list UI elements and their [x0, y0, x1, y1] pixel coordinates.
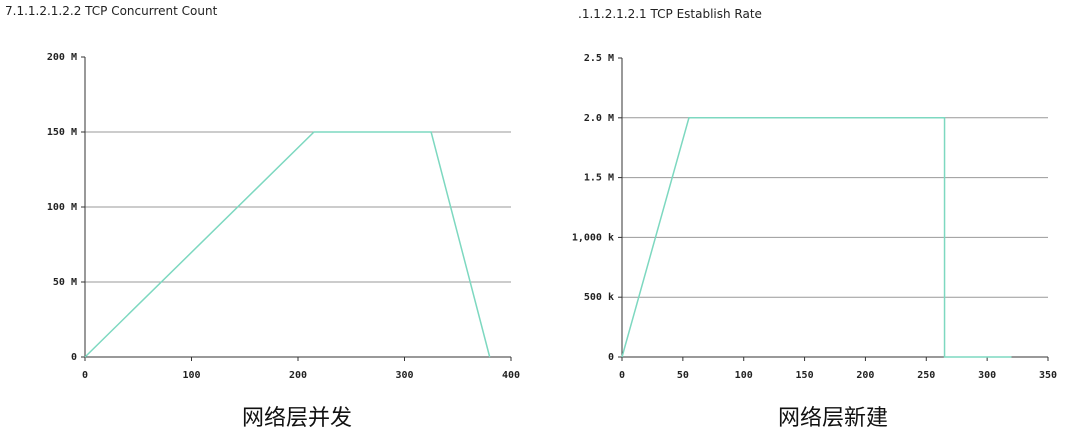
- y-tick-label: 200 M: [47, 52, 77, 63]
- y-tick-label: 150 M: [47, 127, 77, 138]
- y-tick-label: 100 M: [47, 202, 77, 213]
- caption: 网络层新建: [778, 406, 888, 431]
- chart-title: .1.1.2.1.2.1 TCP Establish Rate: [578, 7, 762, 21]
- y-tick-label: 2.0 M: [584, 113, 614, 124]
- y-tick-label: 50 M: [53, 277, 77, 288]
- x-tick-label: 150: [796, 370, 814, 381]
- x-tick-label: 300: [395, 370, 413, 381]
- x-tick-label: 200: [289, 370, 307, 381]
- x-tick-label: 250: [917, 370, 935, 381]
- y-tick-label: 1.5 M: [584, 173, 614, 184]
- x-tick-label: 50: [677, 370, 689, 381]
- x-tick-label: 100: [182, 370, 200, 381]
- y-tick-label: 2.5 M: [584, 53, 614, 64]
- chart-title: 7.1.1.2.1.2.2 TCP Concurrent Count: [5, 4, 218, 18]
- x-tick-label: 300: [978, 370, 996, 381]
- x-tick-label: 200: [856, 370, 874, 381]
- caption: 网络层并发: [242, 406, 352, 431]
- x-tick-label: 350: [1039, 370, 1057, 381]
- data-line: [84, 131, 491, 358]
- y-tick-label: 0: [608, 352, 614, 363]
- data-line: [621, 117, 1012, 358]
- y-tick-label: 0: [71, 352, 77, 363]
- x-tick-label: 100: [735, 370, 753, 381]
- y-tick-label: 500 k: [584, 292, 614, 303]
- y-tick-label: 1,000 k: [572, 232, 614, 243]
- x-tick-label: 0: [619, 370, 625, 381]
- x-tick-label: 400: [502, 370, 520, 381]
- x-tick-label: 0: [82, 370, 88, 381]
